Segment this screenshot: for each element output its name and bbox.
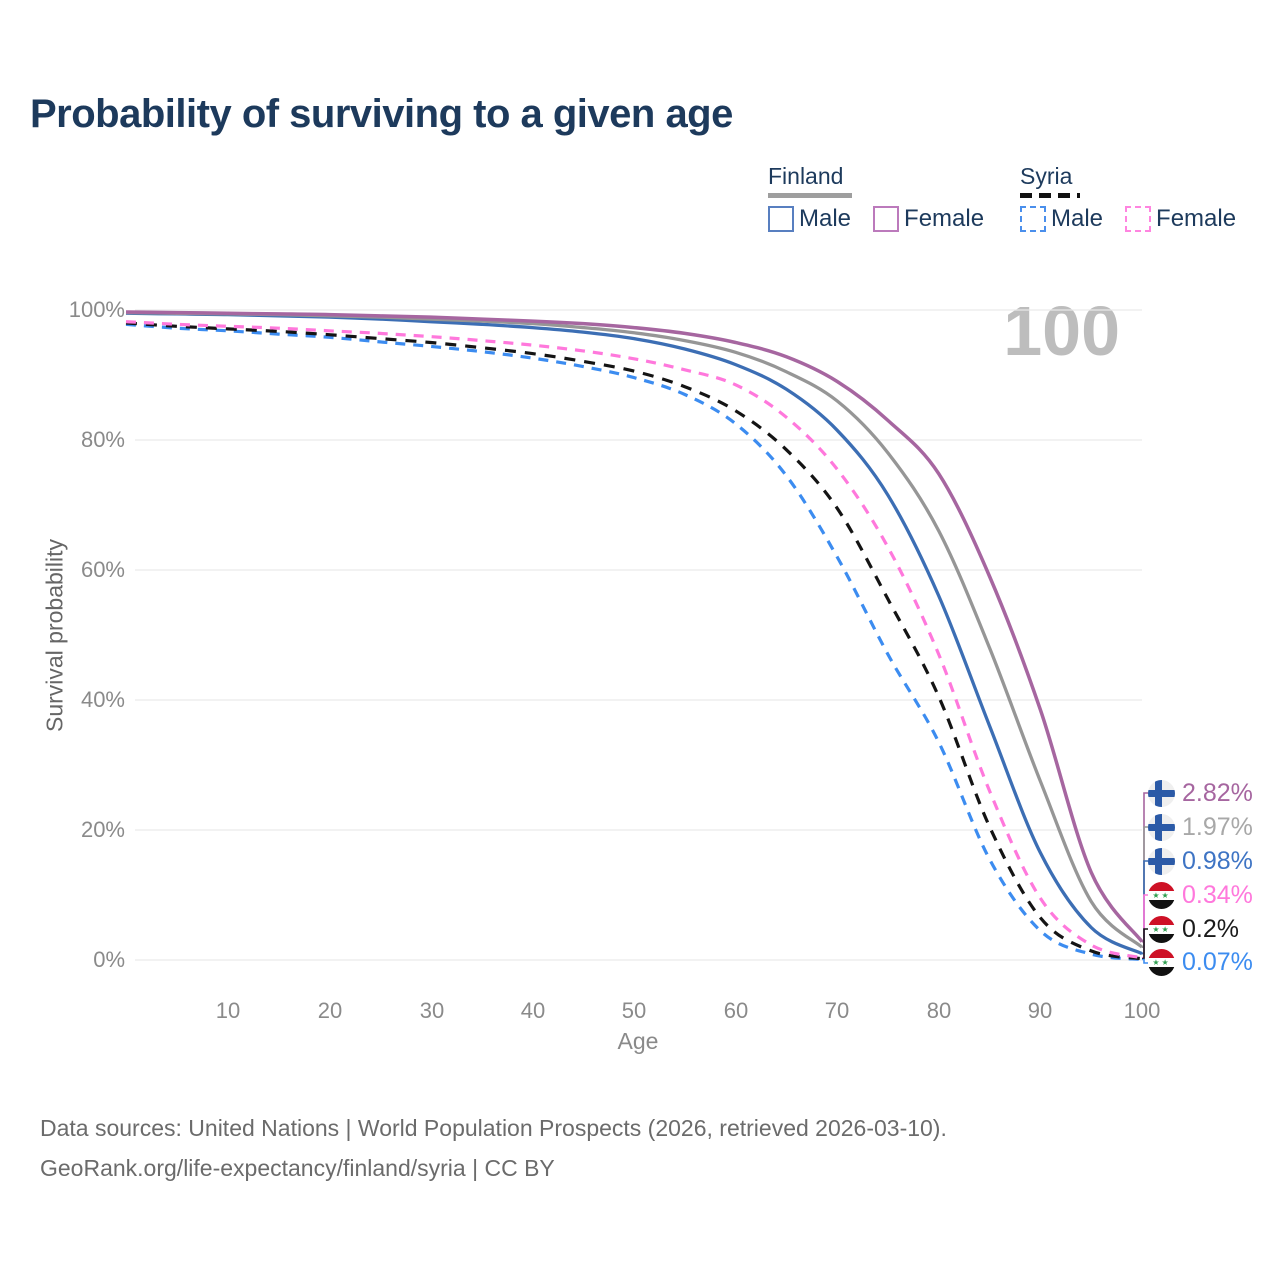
series-line-syria-total xyxy=(125,321,1143,961)
series-line-finland-female xyxy=(125,310,1144,943)
x-tick-label: 30 xyxy=(419,998,445,1023)
legend-item-syria-female[interactable]: Female xyxy=(1125,205,1236,233)
y-tick-label: 100% xyxy=(68,297,125,322)
end-connector-syria-female xyxy=(1142,894,1148,959)
syria-female-swatch xyxy=(1125,206,1152,232)
x-tick-label: 100 xyxy=(1123,998,1161,1023)
y-tick-label: 60% xyxy=(80,557,125,582)
end-label-finland-female[interactable]: 2.82% xyxy=(1148,779,1253,807)
hovered-age-watermark: 100 xyxy=(1003,292,1120,370)
end-label-syria-female[interactable]: 0.34% xyxy=(1148,881,1253,909)
x-tick-label: 80 xyxy=(926,998,952,1023)
series-line-syria-male xyxy=(125,322,1143,962)
end-label-value: 0.07% xyxy=(1182,948,1253,976)
y-tick-label: 20% xyxy=(80,817,125,842)
x-axis-title: Age xyxy=(617,1028,659,1054)
legend-items-syria: Male Female xyxy=(1020,205,1236,233)
legend-item-syria-male[interactable]: Male xyxy=(1020,205,1103,233)
end-label-value: 0.2% xyxy=(1182,915,1239,943)
finland-female-swatch xyxy=(873,206,900,232)
end-label-finland-male[interactable]: 0.98% xyxy=(1148,847,1253,875)
finland-flag-icon xyxy=(1148,848,1175,875)
legend-syria-line-swatch xyxy=(1020,193,1080,198)
page-title: Probability of surviving to a given age xyxy=(30,92,733,136)
end-label-finland-total[interactable]: 1.97% xyxy=(1148,813,1253,841)
syria-flag-icon xyxy=(1148,882,1175,909)
y-tick-label: 0% xyxy=(93,947,125,972)
legend-group-finland[interactable]: Finland xyxy=(768,163,852,198)
y-tick-label: 40% xyxy=(80,687,125,712)
footer: Data sources: United Nations | World Pop… xyxy=(40,1108,947,1188)
syria-male-swatch xyxy=(1020,206,1046,232)
end-connector-syria-male xyxy=(1142,958,1148,964)
legend-item-label: Female xyxy=(904,205,985,232)
legend-syria-label: Syria xyxy=(1020,163,1073,189)
legend-items-finland: Male Female xyxy=(768,205,984,233)
end-label-value: 2.82% xyxy=(1182,779,1253,807)
footer-sources: Data sources: United Nations | World Pop… xyxy=(40,1115,947,1141)
legend-item-finland-male[interactable]: Male xyxy=(768,205,851,233)
x-tick-label: 60 xyxy=(723,998,749,1023)
legend-item-label: Male xyxy=(1051,205,1104,232)
x-tick-label: 70 xyxy=(824,998,850,1023)
legend-item-label: Male xyxy=(799,205,852,232)
end-label-value: 0.34% xyxy=(1182,881,1253,909)
y-tick-label: 80% xyxy=(80,427,125,452)
finland-flag-icon xyxy=(1148,780,1175,807)
legend-group-syria[interactable]: Syria xyxy=(1020,163,1080,198)
x-tick-label: 90 xyxy=(1027,998,1053,1023)
x-tick-label: 40 xyxy=(520,998,546,1023)
end-label-syria-male[interactable]: 0.07% xyxy=(1148,948,1253,976)
end-label-value: 0.98% xyxy=(1182,847,1253,875)
legend-item-label: Female xyxy=(1156,205,1237,232)
syria-flag-icon xyxy=(1148,916,1175,943)
series-line-finland-male xyxy=(125,311,1143,956)
end-label-syria-total[interactable]: 0.2% xyxy=(1148,915,1239,943)
syria-flag-icon xyxy=(1148,949,1175,976)
x-tick-label: 20 xyxy=(317,998,343,1023)
series-line-syria-female xyxy=(125,320,1143,960)
x-tick-label: 50 xyxy=(621,998,647,1023)
series-line-finland-total xyxy=(125,310,1144,949)
finland-flag-icon xyxy=(1148,814,1175,841)
legend-finland-label: Finland xyxy=(768,163,844,189)
x-tick-label: 10 xyxy=(215,998,241,1023)
end-label-value: 1.97% xyxy=(1182,813,1253,841)
footer-attribution: GeoRank.org/life-expectancy/finland/syri… xyxy=(40,1155,555,1181)
finland-male-swatch xyxy=(768,206,794,232)
legend-finland-line-swatch xyxy=(768,193,852,198)
legend-item-finland-female[interactable]: Female xyxy=(873,205,984,233)
